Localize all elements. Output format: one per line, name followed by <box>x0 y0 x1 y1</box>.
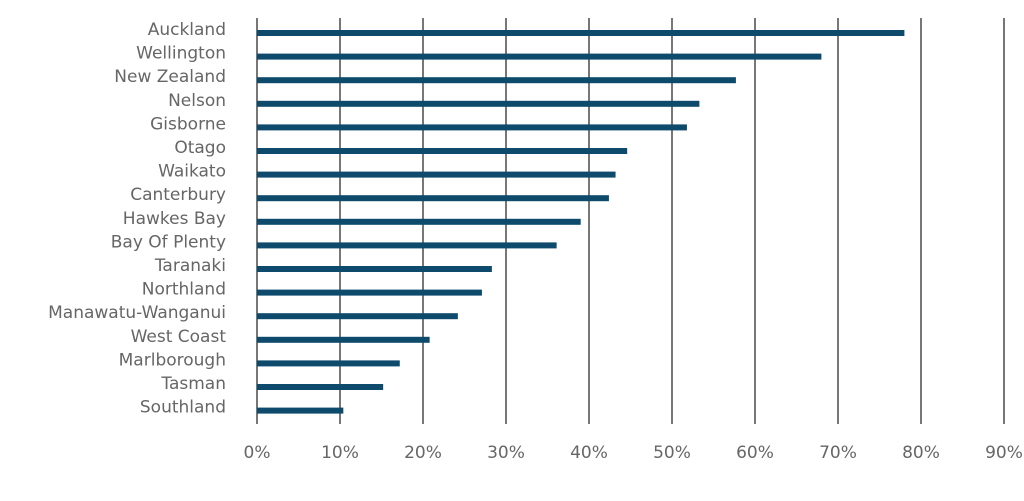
x-tick-label: 30% <box>487 443 525 463</box>
bar <box>257 360 400 367</box>
category-label: Wellington <box>136 44 226 64</box>
x-tick-label: 10% <box>321 443 359 463</box>
bar <box>257 171 616 178</box>
bar <box>257 407 344 414</box>
bar <box>257 77 736 84</box>
category-label: Northland <box>142 280 226 300</box>
bar <box>257 195 609 202</box>
x-tick-labels: 0% 10% 20% 30% 40% 50% 60% 70% 80% 90% <box>244 443 1023 463</box>
bar <box>257 124 687 131</box>
gridlines <box>256 18 1005 424</box>
bar <box>257 218 581 225</box>
x-tick-label: 40% <box>570 443 608 463</box>
category-label: Canterbury <box>130 185 226 205</box>
x-tick-label: 20% <box>404 443 442 463</box>
category-label: Nelson <box>168 91 226 111</box>
x-tick-label: 0% <box>244 443 271 463</box>
bar <box>257 53 822 60</box>
x-tick-label: 50% <box>653 443 691 463</box>
bar <box>257 289 482 296</box>
category-label: West Coast <box>131 327 227 347</box>
x-tick-label: 70% <box>819 443 857 463</box>
category-labels: Auckland Wellington New Zealand Nelson Gisbo… <box>48 20 226 418</box>
x-tick-label: 80% <box>902 443 940 463</box>
category-label: Waikato <box>158 162 226 182</box>
bar <box>257 242 557 249</box>
bar <box>257 313 458 320</box>
category-label: Auckland <box>148 20 226 40</box>
category-label: Taranaki <box>154 256 226 276</box>
bar <box>257 30 905 36</box>
bar <box>257 384 384 390</box>
category-label: Gisborne <box>150 114 226 134</box>
category-label: New Zealand <box>114 67 226 87</box>
bars <box>257 30 905 414</box>
bar <box>257 266 492 272</box>
category-label: Hawkes Bay <box>123 209 226 229</box>
bar <box>257 336 430 343</box>
category-label: Otago <box>174 138 226 158</box>
category-label: Manawatu-Wanganui <box>48 303 226 323</box>
bar <box>257 148 628 154</box>
x-tick-label: 60% <box>736 443 774 463</box>
category-label: Marlborough <box>119 350 226 370</box>
category-label: Tasman <box>160 374 226 394</box>
category-label: Bay Of Plenty <box>111 232 226 252</box>
bar <box>257 100 700 107</box>
category-label: Southland <box>140 398 226 418</box>
x-tick-label: 90% <box>985 443 1023 463</box>
